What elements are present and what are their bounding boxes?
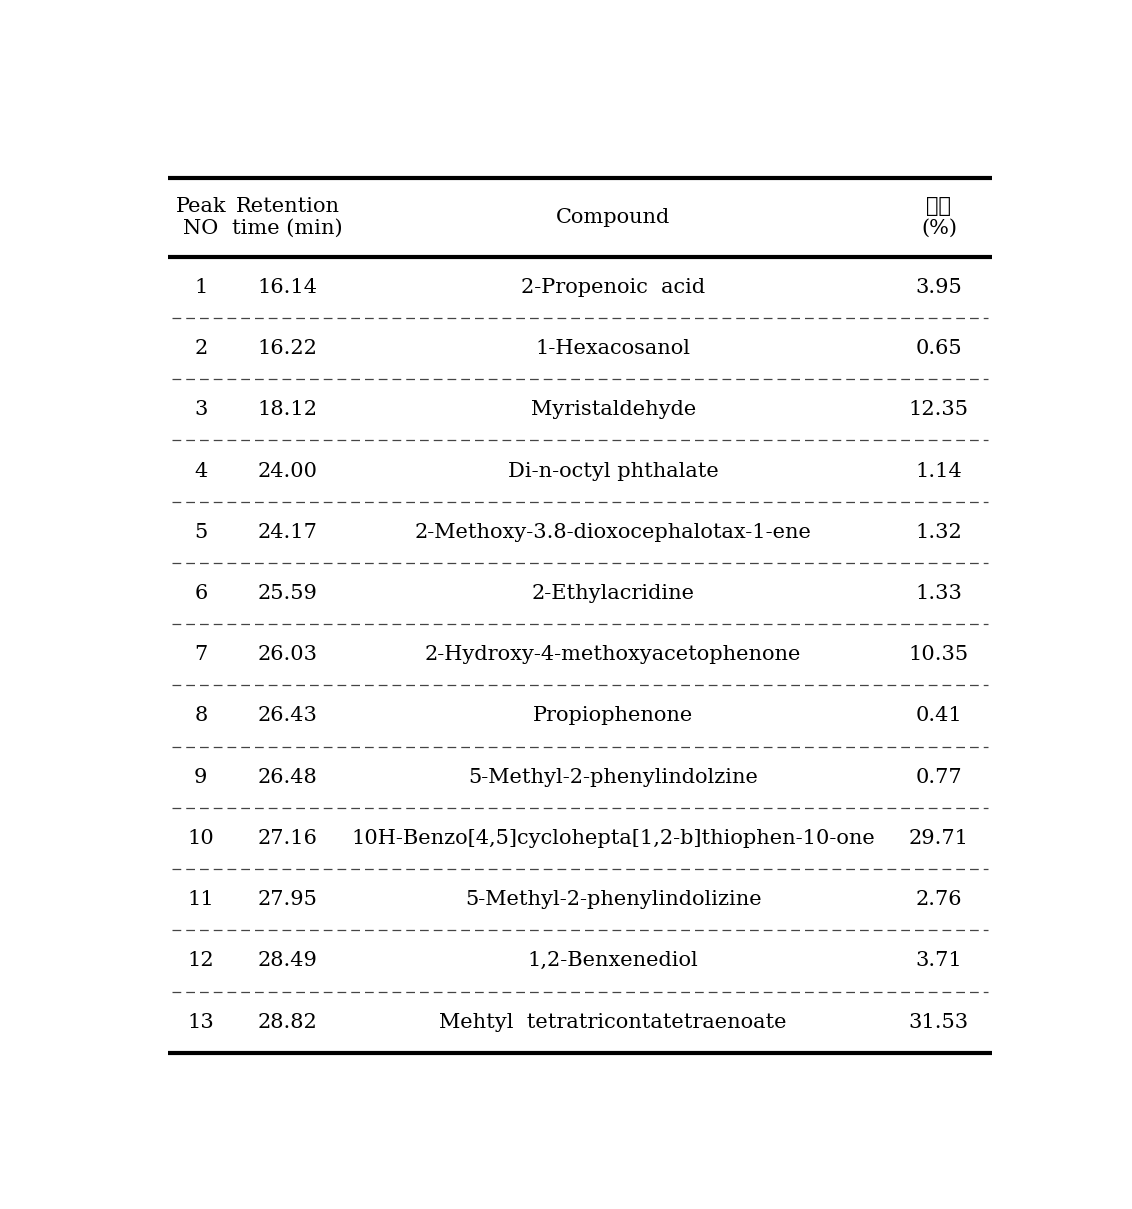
Text: Myristaldehyde: Myristaldehyde: [531, 400, 696, 420]
Text: 8: 8: [195, 706, 207, 725]
Text: Retention
time (min): Retention time (min): [232, 197, 343, 238]
Text: 7: 7: [195, 646, 207, 664]
Text: 2-Propenoic  acid: 2-Propenoic acid: [521, 278, 705, 297]
Text: 24.00: 24.00: [257, 462, 317, 481]
Text: 16.14: 16.14: [257, 278, 317, 297]
Text: 3.71: 3.71: [916, 951, 962, 971]
Text: 28.82: 28.82: [257, 1013, 317, 1031]
Text: 5-Methyl-2-phenylindolzine: 5-Methyl-2-phenylindolzine: [469, 768, 758, 787]
Text: 28.49: 28.49: [257, 951, 317, 971]
Text: 10H-Benzo[4,5]cyclohepta[1,2-b]thiophen-10-one: 10H-Benzo[4,5]cyclohepta[1,2-b]thiophen-…: [351, 829, 875, 848]
Text: 0.41: 0.41: [916, 706, 962, 725]
Text: 2-Methoxy-3.8-dioxocephalotax-1-ene: 2-Methoxy-3.8-dioxocephalotax-1-ene: [414, 522, 812, 542]
Text: 13: 13: [188, 1013, 214, 1031]
Text: 16.22: 16.22: [257, 340, 317, 358]
Text: 26.03: 26.03: [257, 646, 317, 664]
Text: 31.53: 31.53: [909, 1013, 969, 1031]
Text: 4: 4: [195, 462, 207, 481]
Text: 0.65: 0.65: [916, 340, 962, 358]
Text: 10: 10: [188, 829, 214, 848]
Text: Di-n-octyl phthalate: Di-n-octyl phthalate: [508, 462, 719, 481]
Text: 1.32: 1.32: [916, 522, 962, 542]
Text: 1: 1: [194, 278, 207, 297]
Text: 1.14: 1.14: [916, 462, 962, 481]
Text: 10.35: 10.35: [909, 646, 969, 664]
Text: 11: 11: [188, 890, 214, 909]
Text: 27.95: 27.95: [257, 890, 317, 909]
Text: 2.76: 2.76: [916, 890, 962, 909]
Text: 2: 2: [195, 340, 207, 358]
Text: 5-Methyl-2-phenylindolizine: 5-Methyl-2-phenylindolizine: [465, 890, 762, 909]
Text: 26.48: 26.48: [257, 768, 317, 787]
Text: 1-Hexacosanol: 1-Hexacosanol: [535, 340, 691, 358]
Text: Propiophenone: Propiophenone: [533, 706, 693, 725]
Text: Compound: Compound: [556, 208, 670, 227]
Text: Mehtyl  tetratricontatetraenoate: Mehtyl tetratricontatetraenoate: [439, 1013, 787, 1031]
Text: 2-Ethylacridine: 2-Ethylacridine: [532, 584, 695, 603]
Text: 9: 9: [194, 768, 207, 787]
Text: 25.59: 25.59: [257, 584, 317, 603]
Text: 1,2-Benxenediol: 1,2-Benxenediol: [528, 951, 698, 971]
Text: 3.95: 3.95: [916, 278, 962, 297]
Text: 27.16: 27.16: [257, 829, 317, 848]
Text: 24.17: 24.17: [257, 522, 317, 542]
Text: 3: 3: [194, 400, 207, 420]
Text: 함량
(%): 함량 (%): [920, 197, 957, 238]
Text: 1.33: 1.33: [916, 584, 962, 603]
Text: 12: 12: [188, 951, 214, 971]
Text: 5: 5: [195, 522, 207, 542]
Text: 2-Hydroxy-4-methoxyacetophenone: 2-Hydroxy-4-methoxyacetophenone: [424, 646, 801, 664]
Text: 26.43: 26.43: [257, 706, 317, 725]
Text: 0.77: 0.77: [916, 768, 962, 787]
Text: 29.71: 29.71: [909, 829, 969, 848]
Text: 18.12: 18.12: [257, 400, 317, 420]
Text: 12.35: 12.35: [909, 400, 969, 420]
Text: Peak
NO: Peak NO: [175, 197, 226, 238]
Text: 6: 6: [195, 584, 207, 603]
